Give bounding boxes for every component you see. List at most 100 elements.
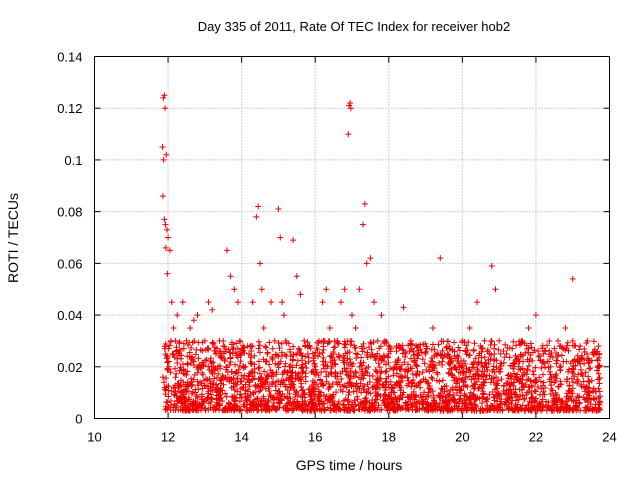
data-point — [186, 349, 193, 356]
data-point — [502, 341, 509, 348]
data-point — [374, 396, 381, 403]
data-point — [302, 406, 309, 413]
data-point — [375, 360, 382, 367]
data-point — [567, 388, 574, 395]
data-point — [318, 380, 325, 387]
data-point — [414, 363, 421, 370]
data-point — [509, 345, 516, 352]
data-point — [223, 363, 230, 370]
data-point — [195, 339, 202, 346]
data-point — [425, 391, 432, 398]
y-tick-label: 0.08 — [57, 205, 82, 220]
data-point — [361, 200, 368, 207]
data-point — [268, 299, 275, 306]
data-point — [216, 362, 223, 369]
data-point — [209, 306, 216, 313]
data-point — [521, 396, 528, 403]
data-point — [251, 361, 258, 368]
data-point — [185, 387, 192, 394]
data-point — [261, 368, 268, 375]
data-point — [548, 407, 555, 414]
data-point — [244, 376, 251, 383]
data-point — [299, 361, 306, 368]
data-point — [547, 363, 554, 370]
data-point — [240, 375, 247, 382]
data-point — [236, 337, 243, 344]
data-point — [440, 393, 447, 400]
data-point — [382, 396, 389, 403]
data-point — [231, 398, 238, 405]
data-point — [332, 361, 339, 368]
data-point — [238, 346, 245, 353]
data-point — [477, 407, 484, 414]
data-point — [524, 356, 531, 363]
data-point — [320, 354, 327, 361]
data-point — [340, 401, 347, 408]
data-point — [508, 375, 515, 382]
data-point — [392, 407, 399, 414]
data-point — [423, 343, 430, 350]
data-point — [387, 395, 394, 402]
data-point — [429, 405, 436, 412]
data-point — [539, 345, 546, 352]
data-point — [592, 388, 599, 395]
data-point — [265, 397, 272, 404]
data-point — [269, 345, 276, 352]
x-tick-label: 12 — [161, 430, 175, 445]
data-point — [415, 380, 422, 387]
data-point — [322, 362, 329, 369]
data-point — [422, 376, 429, 383]
data-point — [469, 393, 476, 400]
data-point — [164, 270, 171, 277]
data-point — [420, 399, 427, 406]
data-point — [518, 337, 525, 344]
data-point — [412, 361, 419, 368]
data-point — [447, 365, 454, 372]
x-tick-label: 18 — [382, 430, 396, 445]
data-point — [335, 340, 342, 347]
data-point — [229, 394, 236, 401]
data-point — [345, 131, 352, 138]
data-point — [290, 405, 297, 412]
data-point — [461, 390, 468, 397]
data-point — [565, 347, 572, 354]
data-point — [279, 299, 286, 306]
data-point — [488, 375, 495, 382]
data-point — [227, 273, 234, 280]
data-point — [204, 390, 211, 397]
data-point — [463, 401, 470, 408]
data-point — [428, 346, 435, 353]
data-point — [209, 371, 216, 378]
data-point — [341, 286, 348, 293]
data-point — [185, 342, 192, 349]
data-point — [242, 363, 249, 370]
data-point — [471, 385, 478, 392]
data-point — [326, 325, 333, 331]
data-point — [496, 337, 503, 344]
data-point — [223, 375, 230, 382]
data-point — [214, 385, 221, 392]
data-point — [340, 353, 347, 360]
data-point — [527, 377, 534, 384]
data-point — [282, 351, 289, 358]
data-point — [232, 361, 239, 368]
data-point — [447, 358, 454, 365]
data-point — [346, 379, 353, 386]
y-tick-label: 0.04 — [57, 308, 82, 323]
data-point — [481, 368, 488, 375]
data-point — [215, 370, 222, 377]
data-point — [195, 404, 202, 411]
data-point — [371, 299, 378, 306]
data-point — [404, 374, 411, 381]
data-point — [383, 383, 390, 390]
data-point — [241, 349, 248, 356]
data-point — [521, 340, 528, 347]
data-point — [181, 371, 188, 378]
data-point — [407, 337, 414, 344]
data-point — [555, 337, 561, 344]
data-point — [204, 383, 211, 390]
data-point — [354, 396, 361, 403]
data-point — [535, 353, 542, 360]
data-point — [243, 407, 250, 414]
data-point — [173, 348, 180, 355]
